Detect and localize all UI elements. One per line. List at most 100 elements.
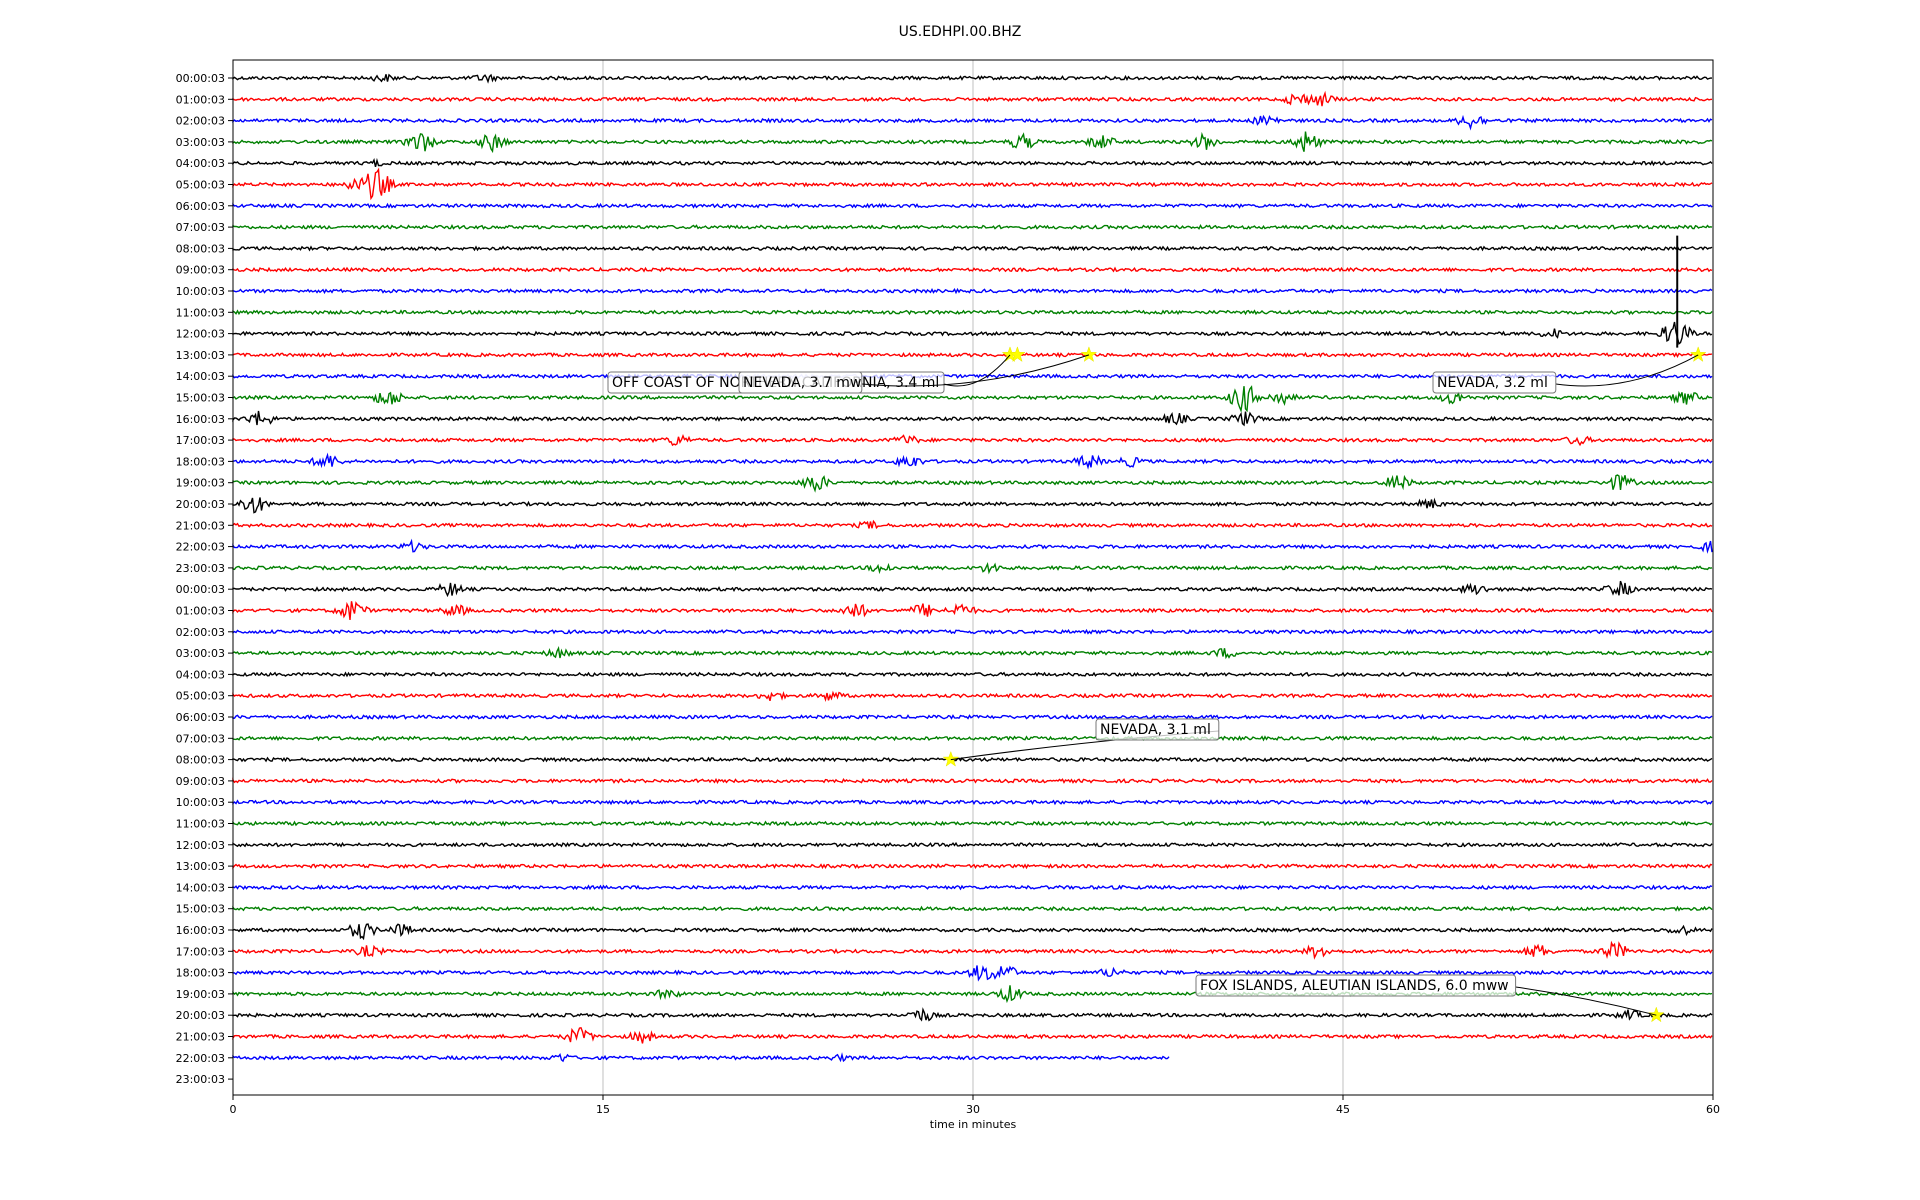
x-tick-label: 60 [1706,1103,1720,1116]
annotation-box [1432,371,1557,394]
y-tick-label: 20:00:03 [176,1009,225,1022]
trace-line [232,245,1713,252]
trace-line [232,157,1713,168]
y-tick-label: 00:00:03 [176,72,225,85]
trace-line [232,965,1713,982]
y-tick-label: 16:00:03 [176,413,225,426]
trace-line [232,519,1713,530]
vertical-gridlines [602,60,1344,1095]
x-tick-label: 45 [1336,1103,1350,1116]
y-tick-label: 02:00:03 [176,626,225,639]
y-tick-label: 04:00:03 [176,157,225,170]
trace-line [232,202,1713,209]
x-tick-label: 30 [966,1103,980,1116]
trace-line [232,538,1713,554]
trace-line [232,580,1713,598]
y-tick-label: 01:00:03 [176,605,225,618]
x-tick-label: 0 [230,1103,237,1116]
y-tick-label: 23:00:03 [176,1073,225,1086]
y-tick-label: 10:00:03 [176,285,225,298]
event-annotations: OFF COAST OF NORTHERN CALIFORNIA, 3.4 ml… [607,346,1707,1023]
y-tick-label: 12:00:03 [176,839,225,852]
y-tick-label: 11:00:03 [176,306,225,319]
trace-line [232,223,1713,230]
y-tick-label: 04:00:03 [176,668,225,681]
trace-line [232,628,1713,635]
y-axis-hour-labels: 00:00:03 01:00:03 02:00:03 03:00:03 04:00:03… [176,72,233,1086]
annotation-connector [861,354,1090,387]
trace-line [232,756,1713,763]
annotation-box [1195,974,1517,997]
y-tick-label: 11:00:03 [176,818,225,831]
event-marker-star [1009,346,1026,363]
y-tick-label: 13:00:03 [176,860,225,873]
x-axis-label: time in minutes [930,1118,1017,1131]
seismic-traces [232,73,1713,1063]
y-tick-label: 21:00:03 [176,1031,225,1044]
y-tick-label: 12:00:03 [176,328,225,341]
trace-line [232,799,1713,806]
y-tick-label: 05:00:03 [176,690,225,703]
y-tick-label: 16:00:03 [176,924,225,937]
trace-line [232,940,1713,960]
trace-line [232,735,1713,742]
trace-line [232,820,1713,827]
trace-line [232,266,1713,273]
y-tick-label: 22:00:03 [176,1052,225,1065]
y-tick-label: 05:00:03 [176,179,225,192]
trace-line [232,90,1713,107]
trace-line [232,923,1713,941]
y-tick-label: 01:00:03 [176,93,225,106]
trace-line [232,114,1713,131]
trace-line [232,863,1713,870]
trace-line [232,690,1713,703]
y-tick-label: 17:00:03 [176,945,225,958]
trace-line [232,321,1713,345]
trace-line [232,410,1713,427]
trace-line [232,713,1713,720]
trace-line [232,561,1713,575]
trace-line [232,287,1713,295]
annotation-connector [1555,354,1699,387]
trace-line [232,385,1713,414]
y-tick-label: 08:00:03 [176,754,225,767]
y-tick-label: 15:00:03 [176,903,225,916]
y-tick-label: 07:00:03 [176,221,225,234]
y-tick-label: 00:00:03 [176,583,225,596]
trace-line [232,646,1713,660]
y-tick-label: 14:00:03 [176,881,225,894]
annotation-box [1095,718,1220,741]
trace-line [232,1007,1713,1022]
trace-line [232,351,1713,359]
y-tick-label: 03:00:03 [176,647,225,660]
y-tick-label: 10:00:03 [176,796,225,809]
trace-line [232,777,1713,785]
trace-line [232,474,1713,493]
y-tick-label: 22:00:03 [176,541,225,554]
trace-line [232,167,1713,201]
annotation-label: NEVADA, 3.2 ml [1437,375,1548,391]
y-tick-label: 06:00:03 [176,200,225,213]
event-marker-star [1647,1006,1665,1023]
x-tick-label: 15 [596,1103,610,1116]
y-tick-label: 06:00:03 [176,711,225,724]
y-tick-label: 09:00:03 [176,775,225,788]
y-tick-label: 02:00:03 [176,115,225,128]
trace-line [232,131,1713,154]
y-tick-label: 08:00:03 [176,242,225,255]
y-tick-label: 17:00:03 [176,434,225,447]
trace-line [232,309,1713,316]
chart-title: US.EDHPI.00.BHZ [899,24,1022,40]
trace-line [232,452,1713,470]
trace-line [232,497,1713,514]
trace-line [232,1026,1713,1044]
trace-line [232,905,1713,912]
trace-line [232,1052,1170,1063]
annotation-box [738,371,863,394]
event-marker-star [1080,346,1098,363]
y-tick-label: 03:00:03 [176,136,225,149]
annotation-label: NEVADA, 3.7 mw [743,375,861,391]
y-tick-label: 09:00:03 [176,264,225,277]
y-tick-label: 07:00:03 [176,732,225,745]
trace-line [232,841,1713,848]
